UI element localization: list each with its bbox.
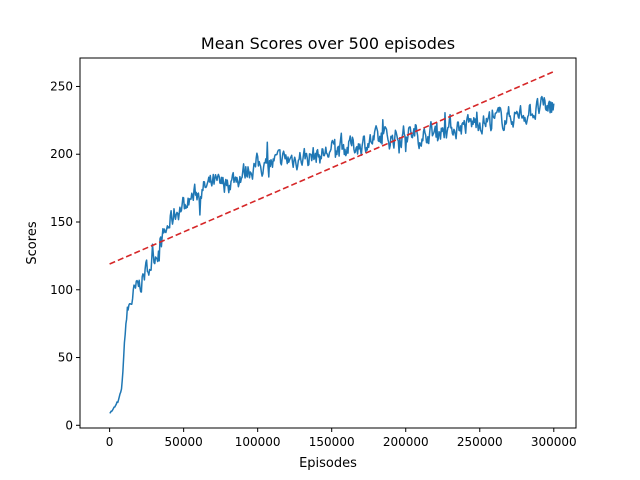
y-axis-label: Scores	[25, 221, 40, 264]
chart-title: Mean Scores over 500 episodes	[201, 34, 455, 53]
x-tick-label: 250000	[457, 435, 503, 449]
y-tick-label: 100	[50, 283, 73, 297]
y-axis: 0 50 100 150 200 250	[50, 79, 80, 432]
y-tick-label: 150	[50, 215, 73, 229]
plot-area	[109, 70, 555, 414]
y-tick-label: 200	[50, 147, 73, 161]
series-line-2	[109, 70, 555, 265]
y-tick-label: 250	[50, 79, 73, 93]
y-tick-label: 0	[65, 418, 73, 432]
y-tick-label: 50	[58, 351, 73, 365]
x-tick-label: 50000	[165, 435, 203, 449]
x-axis: 0 50000 100000 150000 200000 250000 300000	[106, 428, 577, 449]
x-axis-label: Episodes	[299, 456, 357, 471]
series-line-1	[109, 95, 555, 414]
plot-frame	[79, 57, 577, 429]
x-tick-label: 300000	[531, 435, 577, 449]
x-tick-label: 0	[106, 435, 114, 449]
x-tick-label: 200000	[383, 435, 429, 449]
x-tick-label: 100000	[235, 435, 281, 449]
x-tick-label: 150000	[309, 435, 355, 449]
